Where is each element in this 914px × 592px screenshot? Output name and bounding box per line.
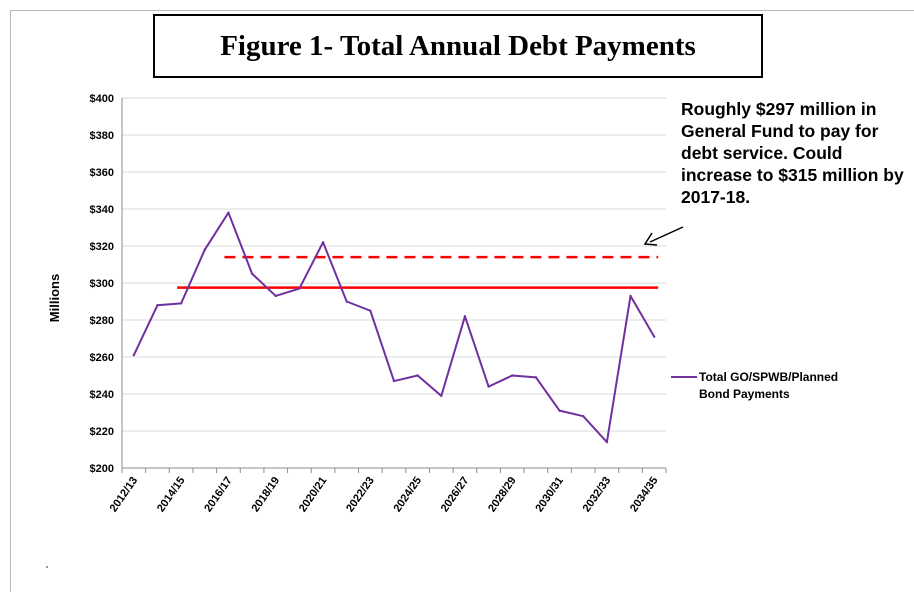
x-tick-label: 2030/31 (533, 475, 566, 514)
y-tick-label: $240 (90, 389, 114, 401)
y-tick-label: $280 (90, 315, 114, 327)
data-point (416, 374, 419, 377)
x-tick-label: 2022/23 (344, 475, 377, 514)
x-tick-label: 2014/15 (155, 475, 188, 514)
data-point (156, 304, 159, 307)
x-tick-label: 2024/25 (391, 475, 424, 514)
y-tick-label: $220 (90, 426, 114, 438)
data-point (321, 241, 325, 244)
y-axis-title: Millions (47, 274, 62, 322)
data-point (179, 302, 183, 305)
x-tick-label: 2018/19 (250, 475, 283, 514)
data-point (558, 409, 561, 412)
data-point (582, 415, 585, 418)
data-point (369, 309, 372, 312)
data-point (534, 376, 538, 379)
series-line (132, 211, 656, 444)
data-point (203, 248, 206, 251)
y-tick-label: $320 (90, 241, 114, 253)
data-point (629, 294, 632, 298)
data-point (274, 294, 277, 298)
x-tick-label: 2034/35 (628, 475, 661, 514)
y-tick-label: $400 (90, 93, 114, 105)
x-tick-label: 2032/33 (581, 475, 614, 514)
legend-label-line2: Bond Payments (699, 387, 790, 401)
data-point (132, 353, 136, 357)
chart-title-box: Figure 1- Total Annual Debt Payments (153, 14, 763, 78)
annotation-text: Roughly $297 million in General Fund to … (681, 99, 904, 207)
data-point (652, 335, 656, 338)
data-point (440, 394, 443, 398)
x-tick-label: 2012/13 (108, 475, 141, 514)
y-tick-label: $260 (90, 352, 114, 364)
annotation-arrow-shaft (649, 226, 684, 243)
data-point (227, 211, 230, 214)
y-tick-label: $300 (90, 278, 114, 290)
x-tick-label: 2016/17 (202, 475, 235, 514)
x-tick-label: 2028/29 (486, 475, 519, 514)
x-tick-label: 2026/27 (439, 475, 472, 514)
data-point (298, 287, 301, 290)
legend-label-line1: Total GO/SPWB/Planned (699, 370, 838, 384)
data-point (392, 379, 396, 383)
data-point (250, 272, 254, 275)
data-point (463, 315, 467, 318)
y-tick-label: $340 (90, 204, 114, 216)
y-tick-label: $380 (90, 130, 114, 142)
data-point (345, 300, 348, 303)
x-tick-label: 2020/21 (297, 475, 330, 514)
annotation-arrow-head (643, 232, 658, 246)
data-point (511, 374, 514, 377)
chart-title: Figure 1- Total Annual Debt Payments (220, 29, 696, 62)
data-point (487, 385, 490, 388)
y-tick-label: $360 (90, 167, 114, 179)
data-point (605, 440, 609, 444)
y-tick-label: $200 (90, 463, 114, 475)
stray-dot (46, 566, 48, 568)
figure-frame (10, 10, 914, 592)
